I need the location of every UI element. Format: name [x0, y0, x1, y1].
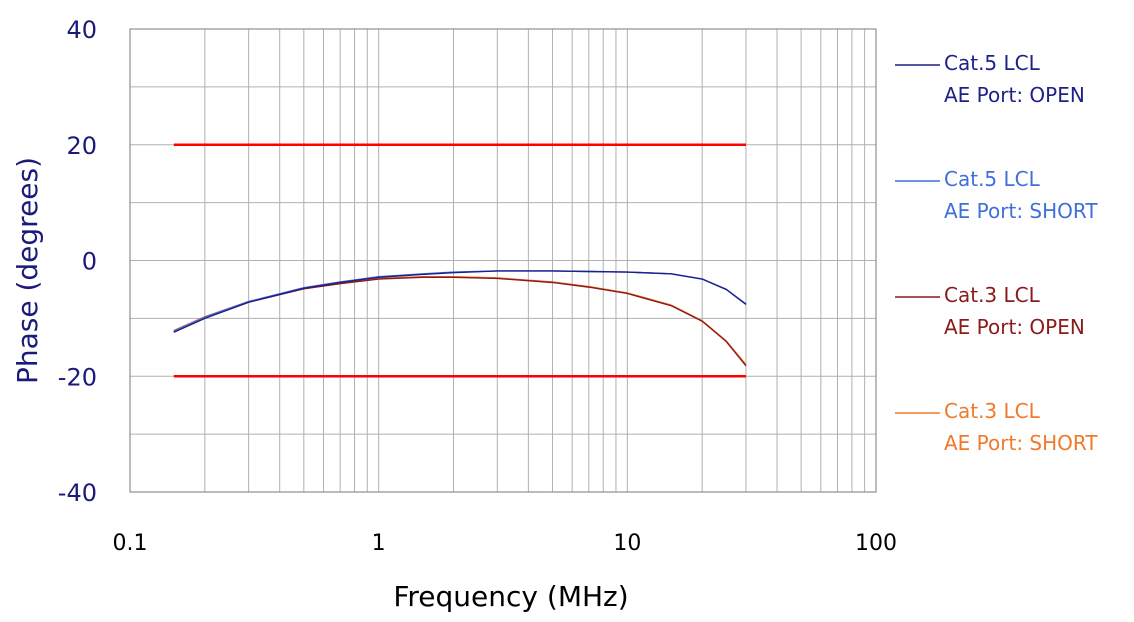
y-axis-title: Phase (degrees) — [11, 157, 44, 384]
legend-label: Cat.5 LCL — [944, 167, 1041, 191]
legend-label: AE Port: SHORT — [944, 431, 1098, 455]
x-axis-title: Frequency (MHz) — [393, 580, 628, 613]
limit-lines — [173, 143, 746, 378]
series-line-1 — [173, 270, 747, 333]
x-tick-label: 0.1 — [113, 531, 148, 556]
y-tick-label: 20 — [66, 132, 97, 160]
legend-label: AE Port: OPEN — [944, 315, 1085, 339]
y-tick-label: -40 — [58, 479, 97, 507]
legend-label: AE Port: SHORT — [944, 199, 1098, 223]
x-tick-label: 10 — [613, 531, 641, 556]
y-tick-labels: 40 20 0 -20 -40 — [58, 16, 97, 507]
x-tick-label: 1 — [372, 531, 386, 556]
series-lines — [173, 270, 747, 367]
legend-label: AE Port: OPEN — [944, 83, 1085, 107]
legend-label: Cat.3 LCL — [944, 283, 1041, 307]
y-tick-label: 40 — [66, 16, 97, 44]
legend-label: Cat.3 LCL — [944, 399, 1041, 423]
x-tick-labels: 0.1 1 10 100 — [113, 531, 898, 556]
grid — [130, 29, 876, 492]
series-line-3 — [173, 276, 747, 367]
legend: Cat.5 LCL AE Port: OPEN Cat.5 LCL AE Port: … — [895, 51, 1098, 455]
legend-label: Cat.5 LCL — [944, 51, 1041, 75]
plot-frame — [129, 28, 877, 493]
series-line-2 — [173, 270, 747, 332]
x-tick-label: 100 — [855, 531, 897, 556]
y-tick-label: 0 — [82, 248, 97, 276]
y-tick-label: -20 — [58, 363, 97, 391]
series-line-4 — [173, 276, 747, 366]
